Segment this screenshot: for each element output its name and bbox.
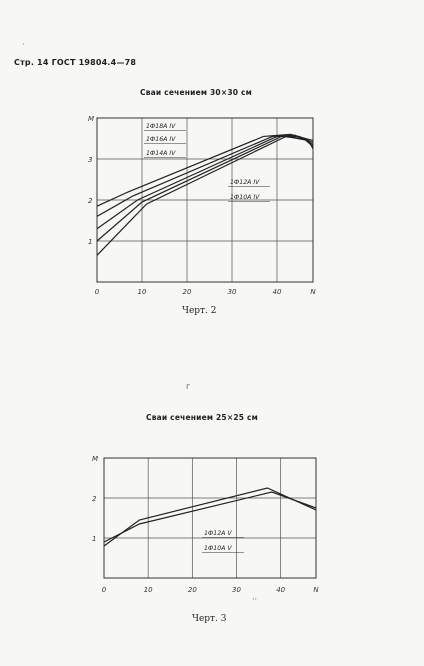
plot-frame [96, 117, 314, 283]
reinforcement-label: 1Ф12А V [204, 530, 232, 537]
x-tick-label: 40 [276, 586, 285, 594]
series-line [96, 135, 314, 242]
reinforcement-label: 1Ф16А IV [146, 136, 176, 143]
x-tick-label: 40 [273, 288, 282, 296]
y-tick-label: 1 [88, 238, 92, 246]
y-tick-label: 1 [92, 535, 96, 543]
bottom-mark: ·· [252, 595, 258, 604]
series-line [96, 135, 314, 256]
chart-1-title: Сваи сечением 30×30 см [140, 88, 252, 97]
reinforcement-label: 1Ф14А IV [146, 150, 176, 157]
chart-2-caption: Черт. 3 [192, 614, 227, 624]
page-header: Стр. 14 ГОСТ 19804.4—78 [14, 58, 137, 67]
x-tick-label: N [313, 586, 319, 594]
stray-mark: г [186, 382, 191, 391]
reinforcement-label: 1Ф10А IV [230, 194, 260, 201]
y-tick-label: 2 [92, 495, 97, 503]
x-tick-label: 20 [183, 288, 192, 296]
reinforcement-label: 1Ф18А IV [146, 123, 176, 130]
chart-2-title: Сваи сечением 25×25 см [146, 413, 258, 422]
series-line [103, 491, 317, 543]
y-tick-label: 3 [88, 156, 92, 164]
x-tick-label: 30 [232, 586, 241, 594]
y-tick-label: 2 [88, 197, 93, 205]
x-tick-label: 10 [144, 586, 153, 594]
y-tick-label: M [88, 115, 94, 123]
chart-1-caption: Черт. 2 [182, 306, 217, 316]
reinforcement-label: 1Ф12А IV [230, 179, 260, 186]
dot-mark: · [22, 40, 25, 49]
x-tick-label: N [310, 288, 316, 296]
reinforcement-label: 1Ф10А V [204, 545, 232, 552]
y-tick-label: M [92, 455, 98, 463]
plot-frame [103, 457, 317, 579]
x-tick-label: 0 [102, 586, 107, 594]
x-tick-label: 20 [188, 586, 197, 594]
x-tick-label: 10 [138, 288, 147, 296]
x-tick-label: 30 [228, 288, 237, 296]
x-tick-label: 0 [95, 288, 100, 296]
